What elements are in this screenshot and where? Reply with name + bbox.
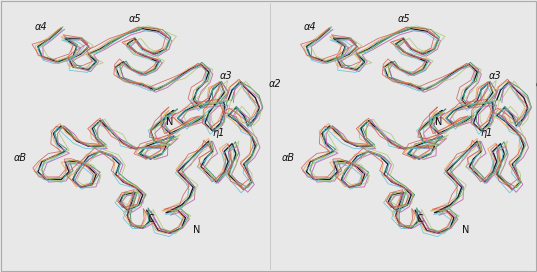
Text: α2: α2 <box>268 79 281 89</box>
Text: N: N <box>462 225 469 235</box>
Text: N: N <box>435 118 442 127</box>
Text: C: C <box>148 214 155 224</box>
Text: N: N <box>193 225 201 235</box>
Text: α3: α3 <box>489 71 502 81</box>
Text: α5: α5 <box>397 14 410 24</box>
Text: C: C <box>416 214 423 224</box>
Text: αB: αB <box>13 153 26 163</box>
Text: αB: αB <box>282 153 295 163</box>
Text: η1: η1 <box>212 128 224 138</box>
Text: α4: α4 <box>35 22 48 32</box>
Text: α5: α5 <box>129 14 142 24</box>
Text: α2: α2 <box>536 79 537 89</box>
Text: α3: α3 <box>220 71 233 81</box>
Text: α4: α4 <box>303 22 316 32</box>
Text: N: N <box>166 118 174 127</box>
Text: η1: η1 <box>481 128 493 138</box>
